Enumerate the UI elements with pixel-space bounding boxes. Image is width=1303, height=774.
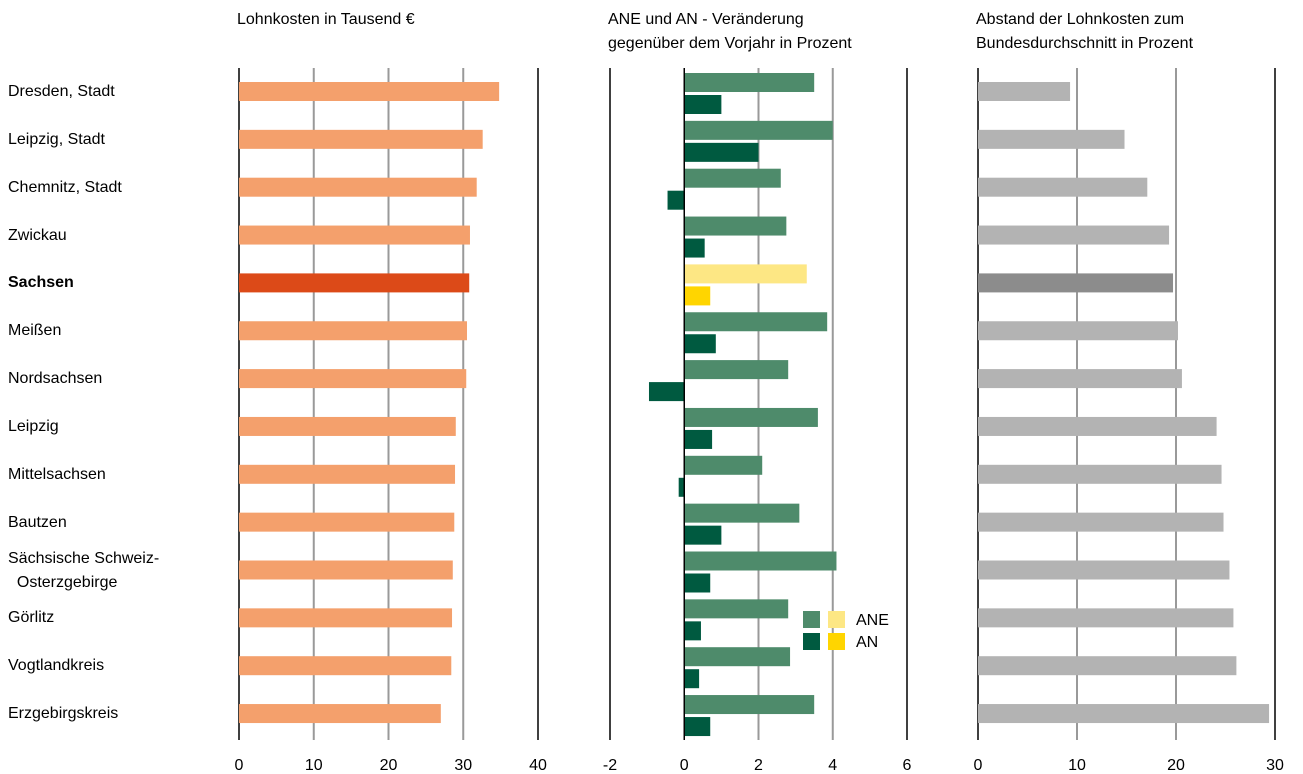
bar [239,177,477,197]
bar [239,321,467,341]
bar [978,512,1224,532]
bar [684,695,815,715]
bar [648,382,685,402]
bar [239,82,500,101]
legend-label: ANE [856,612,889,629]
bar [978,273,1174,293]
x-tick-label: -2 [603,757,617,774]
bar [978,656,1237,676]
bar [684,360,789,380]
legend-label: AN [856,634,878,651]
x-tick-label: 20 [380,757,398,774]
category-label: Nordsachsen [8,370,103,388]
bar [239,512,455,532]
category-label: Sachsen [8,274,74,292]
bar [239,656,452,676]
bar [684,455,763,475]
bar [978,369,1182,389]
category-label: Görlitz [8,609,55,627]
x-tick-label: 30 [454,757,472,774]
bar [684,429,713,449]
bar [684,599,789,619]
bar [684,238,705,258]
bar [684,312,828,332]
bar [978,608,1234,628]
category-label: Zwickau [8,226,67,244]
bar [684,334,716,354]
bar [684,407,818,427]
bar [978,704,1270,724]
bar [667,190,685,210]
bar [684,73,815,92]
bar [239,369,467,389]
bar [684,551,837,571]
x-tick-label: 30 [1266,757,1284,774]
bar [684,168,781,188]
bar [684,717,711,737]
category-label: Erzgebirgskreis [8,705,119,723]
bar [684,95,722,114]
bar [239,704,441,724]
category-label: Leipzig [8,417,59,435]
x-tick-label: 10 [1068,757,1086,774]
category-label: Mittelsachsen [8,465,106,483]
category-label: Vogtlandkreis [8,657,105,675]
bar [978,560,1230,580]
bar [978,177,1148,197]
bar [978,82,1071,101]
bar [684,669,700,689]
legend-swatch [828,633,845,650]
bar [678,477,685,497]
panel-title: Lohnkosten in Tausend € [237,11,415,28]
x-tick-label: 40 [529,757,547,774]
bar [239,608,453,628]
x-tick-label: 10 [305,757,323,774]
bar [978,464,1222,484]
bar [684,286,711,306]
bar [239,225,470,245]
legend-swatch [803,633,820,650]
category-label: Leipzig, Stadt [8,130,105,148]
x-tick-label: 0 [235,757,244,774]
x-tick-label: 20 [1167,757,1185,774]
bar [684,120,833,140]
bar [684,621,701,641]
bar [978,225,1170,245]
bar [978,321,1178,341]
panel-title: Abstand der Lohnkosten zum Bundesdurchsc… [976,11,1194,52]
bar [684,142,759,162]
bar [978,416,1217,436]
bar [684,216,787,236]
bar [684,525,722,545]
legend-swatch [803,611,820,628]
panel-title: ANE und AN - Veränderung gegenüber dem V… [608,11,852,52]
bar [239,560,453,580]
legend-swatch [828,611,845,628]
x-tick-label: 2 [754,757,763,774]
x-tick-label: 0 [680,757,689,774]
bar [684,264,807,284]
bar [239,416,456,436]
bar [978,129,1125,149]
bar [684,647,791,667]
bar [239,129,483,149]
category-label: Sächsische Schweiz- Osterzgebirge [8,549,160,591]
x-tick-label: 0 [974,757,983,774]
bar [239,273,470,293]
category-label: Bautzen [8,513,67,531]
x-tick-label: 6 [903,757,912,774]
bar [239,464,456,484]
x-tick-label: 4 [828,757,837,774]
category-label: Meißen [8,322,62,340]
category-label: Dresden, Stadt [8,83,115,100]
bar [684,503,800,523]
bar [684,573,711,593]
category-label: Chemnitz, Stadt [8,178,122,196]
